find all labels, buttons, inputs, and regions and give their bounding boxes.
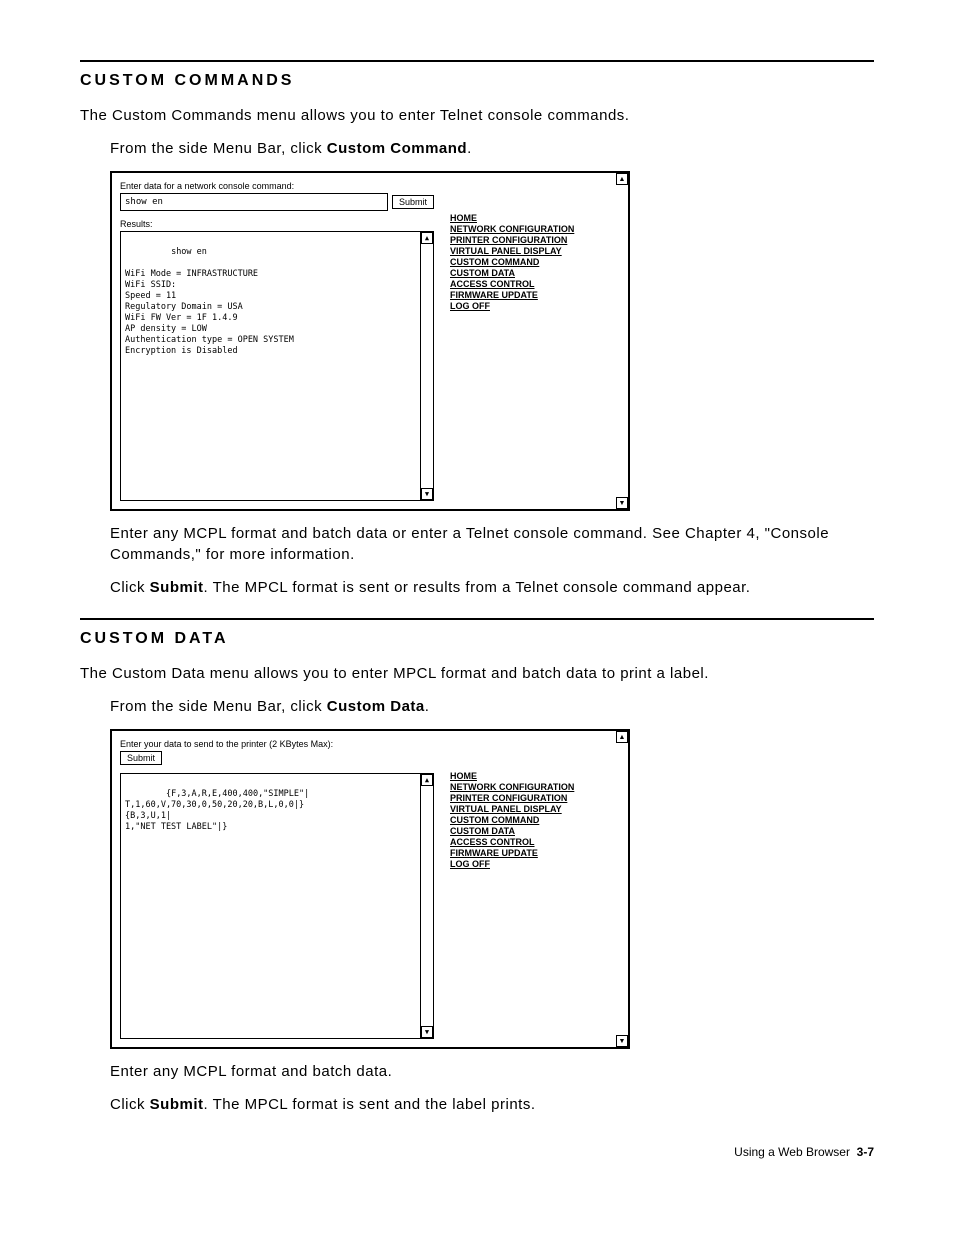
step3-custom-data: Click Submit. The MPCL format is sent an… (110, 1094, 874, 1115)
ss2-submit-button[interactable]: Submit (120, 751, 162, 765)
intro-custom-commands: The Custom Commands menu allows you to e… (80, 105, 874, 126)
section-heading-custom-data: CUSTOM DATA (80, 630, 874, 648)
step3-bold: Submit (150, 579, 204, 596)
screenshot-custom-command: Enter data for a network console command… (110, 171, 630, 511)
ss2-results-scrollbar[interactable]: ▲ ▼ (420, 774, 433, 1038)
step1-prefix-2: From the side Menu Bar, click (110, 698, 327, 715)
step2-custom-data: Enter any MCPL format and batch data. (110, 1061, 874, 1082)
step3-bold-2: Submit (150, 1096, 204, 1113)
section-heading-custom-commands: CUSTOM COMMANDS (80, 72, 874, 90)
ss1-results-scrollbar[interactable]: ▲ ▼ (420, 232, 433, 500)
step3-suffix-2: . The MPCL format is sent and the label … (204, 1096, 536, 1113)
scroll-up-icon[interactable]: ▲ (616, 731, 628, 743)
scroll-up-icon[interactable]: ▲ (421, 774, 433, 786)
ss1-results-box: show en WiFi Mode = INFRASTRUCTURE WiFi … (120, 231, 434, 501)
intro-custom-data: The Custom Data menu allows you to enter… (80, 663, 874, 684)
scroll-down-icon[interactable]: ▼ (421, 488, 433, 500)
step1-suffix-2: . (425, 698, 430, 715)
nav-log-off[interactable]: LOG OFF (450, 301, 620, 311)
ss1-prompt: Enter data for a network console command… (120, 181, 434, 191)
nav-firmware-update[interactable]: FIRMWARE UPDATE (450, 848, 620, 858)
nav-virtual-panel[interactable]: VIRTUAL PANEL DISPLAY (450, 804, 620, 814)
nav-access-control[interactable]: ACCESS CONTROL (450, 837, 620, 847)
nav-custom-command[interactable]: CUSTOM COMMAND (450, 815, 620, 825)
footer-text: Using a Web Browser (734, 1145, 850, 1159)
step3-prefix-2: Click (110, 1096, 150, 1113)
ss1-nav-menu: HOME NETWORK CONFIGURATION PRINTER CONFI… (450, 213, 620, 311)
ss1-command-input[interactable]: show en (120, 193, 388, 211)
footer-page: 3-7 (857, 1145, 874, 1159)
nav-home[interactable]: HOME (450, 771, 620, 781)
nav-custom-data[interactable]: CUSTOM DATA (450, 268, 620, 278)
ss2-prompt: Enter your data to send to the printer (… (120, 739, 434, 749)
step1-suffix: . (467, 140, 472, 157)
step-click-custom-command: From the side Menu Bar, click Custom Com… (110, 138, 874, 159)
scroll-up-icon[interactable]: ▲ (616, 173, 628, 185)
nav-network-config[interactable]: NETWORK CONFIGURATION (450, 782, 620, 792)
nav-access-control[interactable]: ACCESS CONTROL (450, 279, 620, 289)
step3-prefix: Click (110, 579, 150, 596)
ss2-results-box[interactable]: {F,3,A,R,E,400,400,"SIMPLE"| T,1,60,V,70… (120, 773, 434, 1039)
nav-firmware-update[interactable]: FIRMWARE UPDATE (450, 290, 620, 300)
page-footer: Using a Web Browser 3-7 (80, 1145, 874, 1159)
ss1-outer-scrollbar[interactable]: ▲ ▼ (616, 173, 628, 509)
scroll-down-icon[interactable]: ▼ (616, 1035, 628, 1047)
step1-link: Custom Command (327, 140, 467, 157)
section-divider (80, 60, 874, 62)
step3-suffix: . The MPCL format is sent or results fro… (204, 579, 751, 596)
nav-printer-config[interactable]: PRINTER CONFIGURATION (450, 235, 620, 245)
nav-virtual-panel[interactable]: VIRTUAL PANEL DISPLAY (450, 246, 620, 256)
nav-custom-data[interactable]: CUSTOM DATA (450, 826, 620, 836)
scroll-down-icon[interactable]: ▼ (421, 1026, 433, 1038)
ss1-submit-button[interactable]: Submit (392, 195, 434, 209)
nav-custom-command[interactable]: CUSTOM COMMAND (450, 257, 620, 267)
ss1-results-label: Results: (120, 219, 434, 229)
section-divider (80, 618, 874, 620)
nav-home[interactable]: HOME (450, 213, 620, 223)
ss2-nav-menu: HOME NETWORK CONFIGURATION PRINTER CONFI… (450, 771, 620, 869)
step3-custom-commands: Click Submit. The MPCL format is sent or… (110, 577, 874, 598)
step2-custom-commands: Enter any MCPL format and batch data or … (110, 523, 874, 565)
ss2-outer-scrollbar[interactable]: ▲ ▼ (616, 731, 628, 1047)
nav-printer-config[interactable]: PRINTER CONFIGURATION (450, 793, 620, 803)
nav-network-config[interactable]: NETWORK CONFIGURATION (450, 224, 620, 234)
nav-log-off[interactable]: LOG OFF (450, 859, 620, 869)
scroll-up-icon[interactable]: ▲ (421, 232, 433, 244)
scroll-down-icon[interactable]: ▼ (616, 497, 628, 509)
screenshot-custom-data: Enter your data to send to the printer (… (110, 729, 630, 1049)
step-click-custom-data: From the side Menu Bar, click Custom Dat… (110, 696, 874, 717)
step1-prefix: From the side Menu Bar, click (110, 140, 327, 157)
step1-link-2: Custom Data (327, 698, 425, 715)
